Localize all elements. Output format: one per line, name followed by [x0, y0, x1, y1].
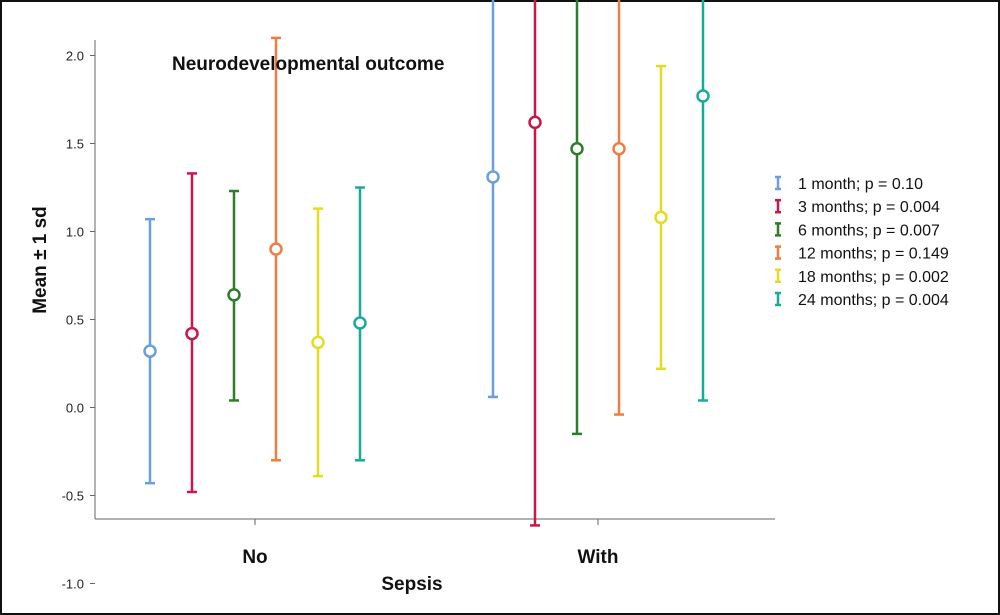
legend-item: 12 months; p = 0.149 — [775, 245, 949, 263]
y-tick-labels: 4.03.53.02.52.01.51.00.50.0-0.5-1.0 — [62, 49, 95, 592]
error-bar — [311, 207, 325, 478]
mean-marker — [612, 142, 626, 156]
mean-marker — [185, 326, 199, 341]
mean-marker — [227, 288, 241, 302]
error-bar — [227, 189, 241, 402]
x-category-label: With — [578, 547, 619, 568]
legend: 1 month; p = 0.10 3 months; p = 0.004 6 mo… — [775, 175, 949, 309]
legend-label: 6 months; p = 0.007 — [798, 222, 940, 239]
mean-marker — [654, 210, 668, 225]
mean-marker — [570, 142, 584, 156]
error-bar — [612, 0, 626, 416]
y-tick-label: 1.5 — [66, 137, 84, 152]
x-tick-labels: No With — [242, 519, 618, 568]
legend-label: 3 months; p = 0.004 — [798, 199, 940, 216]
legend-item: 1 month; p = 0.10 — [775, 175, 923, 193]
error-bar — [353, 186, 367, 462]
error-bars — [143, 0, 710, 527]
error-bar — [696, 0, 710, 402]
mean-marker — [528, 115, 542, 130]
legend-label: 18 months; p = 0.002 — [798, 269, 949, 286]
error-bar — [570, 0, 584, 436]
x-category-label: No — [242, 547, 267, 568]
legend-item: 3 months; p = 0.004 — [775, 198, 940, 216]
mean-marker — [143, 344, 157, 358]
y-axis-title: Mean ± 1 sd — [30, 206, 51, 314]
legend-label: 12 months; p = 0.149 — [798, 246, 949, 263]
mean-marker — [353, 316, 367, 330]
mean-marker — [311, 335, 325, 350]
mean-marker — [486, 170, 500, 184]
axes — [94, 40, 775, 520]
legend-item: 24 months; p = 0.004 — [775, 291, 949, 309]
y-tick-label: 1.0 — [66, 225, 84, 240]
error-bar — [528, 0, 542, 527]
error-bar — [486, 0, 500, 399]
legend-label: 24 months; p = 0.004 — [798, 292, 949, 309]
mean-marker — [696, 89, 710, 103]
legend-item: 6 months; p = 0.007 — [775, 222, 940, 239]
chart-title: Neurodevelopmental outcome — [172, 54, 444, 75]
error-bar — [185, 172, 199, 494]
x-axis-title: Sepsis — [381, 574, 442, 595]
legend-label: 1 month; p = 0.10 — [798, 176, 923, 193]
error-bar — [654, 64, 668, 371]
y-tick-label: 2.0 — [66, 49, 84, 64]
y-tick-label: 0.5 — [66, 313, 84, 328]
y-tick-label: -1.0 — [62, 577, 84, 592]
error-bar — [269, 36, 283, 462]
y-tick-label: 0.0 — [66, 401, 84, 416]
legend-item: 18 months; p = 0.002 — [775, 268, 949, 286]
error-bar — [143, 217, 157, 485]
mean-marker — [269, 242, 283, 256]
y-tick-label: -0.5 — [62, 489, 84, 504]
